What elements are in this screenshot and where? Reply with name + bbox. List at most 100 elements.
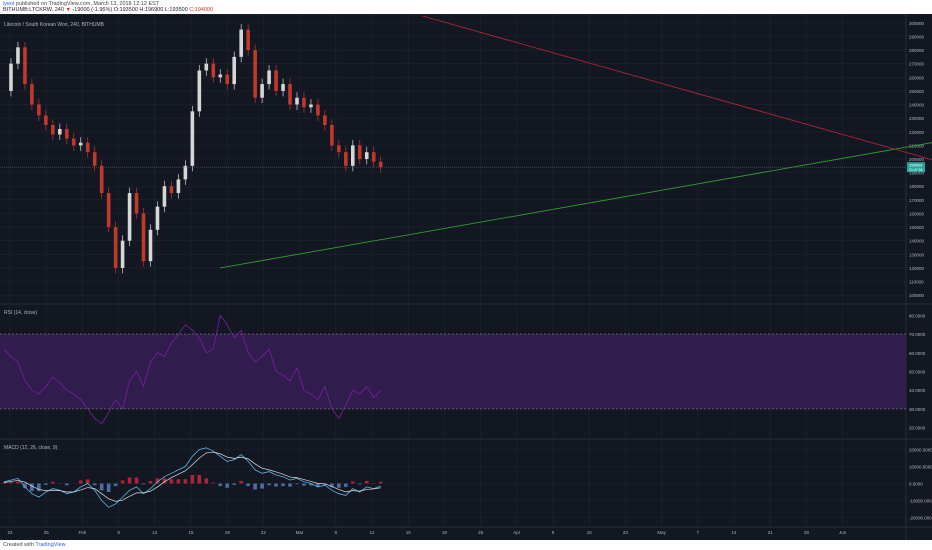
candle-body [141, 213, 146, 262]
candle-body [225, 74, 230, 85]
candle-body [197, 70, 202, 112]
candle-body [190, 111, 195, 166]
x-tick-label: 25 [44, 530, 50, 535]
rsi-tick-label: 80.0000 [909, 313, 926, 318]
footer-created-with: Created with [3, 542, 34, 548]
x-tick-label: 7 [697, 530, 700, 535]
candle-body [378, 161, 383, 168]
macd-histogram-bar [218, 483, 223, 487]
macd-line [3, 447, 381, 508]
ohlc-open: O:193500 [113, 7, 138, 13]
macd-histogram-bar [190, 475, 195, 484]
x-tick-label: 22 [7, 530, 13, 535]
macd-histogram-bar [113, 483, 118, 487]
price-tick-label: 240000 [909, 103, 925, 108]
down-arrow-icon: ▼ [65, 7, 71, 13]
candle-body [58, 129, 62, 135]
macd-histogram-bar [16, 481, 20, 484]
candle-body [309, 104, 313, 108]
candle-body [246, 29, 250, 51]
x-tick-label: May [657, 530, 666, 535]
macd-histogram-bar [78, 480, 83, 484]
macd-tick-label: -20000.0000 [909, 516, 932, 521]
macd-histogram-bar [288, 483, 292, 487]
macd-histogram-bar [183, 479, 188, 484]
macd-histogram-bar [176, 479, 181, 484]
rsi-tick-label: 20.0000 [909, 426, 926, 431]
rsi-line [3, 314, 381, 425]
chart-header: iyeol published on TradingView.com, Marc… [0, 0, 932, 14]
last-price-label: 194000 [909, 163, 923, 168]
x-tick-label: 12 [152, 530, 158, 535]
price-tick-label: 200000 [909, 157, 925, 162]
candle-body [37, 104, 41, 116]
candle-body [281, 84, 285, 91]
x-tick-label: Feb [79, 530, 87, 535]
macd-histogram-bar [364, 480, 369, 484]
candle-body [169, 186, 174, 194]
x-tick-label: 15 [406, 530, 412, 535]
macd-histogram-bar [92, 483, 97, 486]
macd-histogram-bar [309, 483, 313, 486]
candle-body [211, 63, 216, 78]
price-tick-label: 250000 [909, 89, 925, 94]
price-tick-label: 220000 [909, 130, 925, 135]
candle-body [113, 227, 118, 268]
macd-histogram-bar [30, 483, 34, 492]
rsi-tick-label: 30.0000 [909, 407, 926, 412]
x-tick-label: 9 [552, 530, 555, 535]
last-price-badge [907, 162, 925, 173]
candle-body [302, 97, 306, 108]
ohlc-close: C:194000 [189, 7, 214, 13]
candle-body [16, 47, 20, 64]
tradingview-logo[interactable]: TradingView [35, 542, 66, 548]
macd-histogram-bar [99, 483, 104, 491]
candle-body [316, 104, 320, 116]
candle-body [155, 206, 160, 230]
x-tick-label: 19 [225, 530, 231, 535]
price-tick-label: 300000 [909, 21, 925, 26]
x-tick-label: 26 [478, 530, 484, 535]
candle-body [9, 63, 13, 91]
macd-histogram-bar [148, 480, 153, 484]
price-tick-label: 180000 [909, 184, 925, 189]
x-tick-label: 19 [442, 530, 448, 535]
chart-svg[interactable]: 22 25 Feb 8 12 15 19 22 Mar 8 12 15 19 26 Apr 9 16 23 May 7… [0, 14, 932, 541]
macd-histogram-bar [141, 483, 146, 485]
macd-histogram-bar [260, 483, 264, 489]
rsi-tick-label: 70.0000 [909, 14, 926, 15]
price-tick-label: 270000 [909, 62, 925, 67]
rsi-tick-label: 70.0000 [909, 332, 926, 337]
candle-body [204, 63, 209, 71]
candle-body [183, 165, 188, 180]
author-link[interactable]: iyeol [3, 1, 15, 7]
symbol-name: BITHUMB:LTCKRW, 240 [3, 7, 64, 13]
ohlc-low: L:193500 [164, 7, 188, 13]
rsi-tick-label: 30.0000 [909, 14, 926, 15]
candle-body [295, 97, 299, 105]
macd-histogram-bar [344, 483, 348, 487]
macd-histogram-bar [232, 483, 237, 485]
macd-histogram-bar [274, 483, 278, 487]
price-tick-label: 280000 [909, 48, 925, 53]
price-tick-label: 140000 [909, 239, 925, 244]
chart-area[interactable]: 22 25 Feb 8 12 15 19 22 Mar 8 12 15 19 26 Apr 9 16 23 May 7… [0, 14, 932, 541]
candle-body [92, 152, 97, 166]
macd-histogram-bar [281, 483, 285, 487]
candle-body [337, 145, 341, 153]
macd-histogram-bar [2, 482, 6, 484]
price-tick-label: 120000 [909, 266, 925, 271]
candle-body [176, 179, 181, 194]
candle-body [106, 193, 111, 228]
macd-histogram-bar [64, 483, 69, 486]
x-tick-label: 8 [117, 530, 120, 535]
macd-tick-label: 10000.0000 [909, 465, 932, 470]
macd-tick-label: 0.0000 [909, 482, 923, 487]
signal-line [3, 451, 381, 502]
macd-histogram-bar [85, 479, 90, 484]
price-tick-label: 170000 [909, 198, 925, 203]
candle-body [23, 47, 27, 85]
candle-body [232, 56, 237, 85]
x-tick-label: 12 [369, 530, 375, 535]
rsi-band [0, 334, 906, 409]
